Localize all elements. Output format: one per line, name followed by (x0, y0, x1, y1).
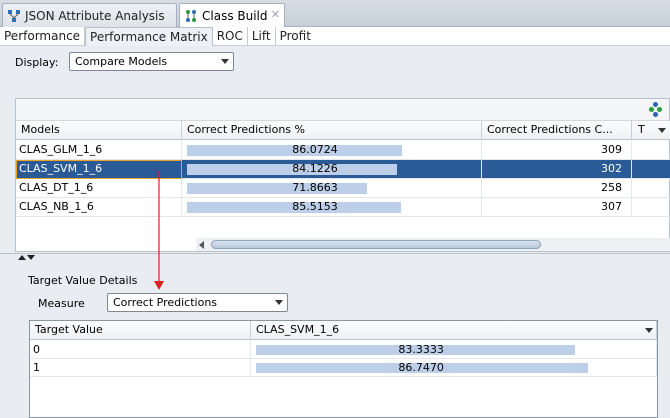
correct-pct-cell[interactable]: 85.5153 (182, 198, 482, 217)
chevron-down-icon (275, 300, 283, 305)
pct-bar (187, 183, 367, 194)
value-bar (256, 345, 575, 355)
model-name-cell[interactable]: CLAS_GLM_1_6 (16, 141, 182, 160)
column-menu-icon[interactable] (645, 328, 653, 333)
models-toolbar (16, 99, 669, 121)
value-text: 86.7470 (398, 361, 444, 374)
tab-performance[interactable]: Performance (0, 26, 86, 46)
value-bar (256, 363, 588, 373)
models-panel: Models Correct Predictions % Correct Pre… (15, 98, 670, 252)
refresh-icon[interactable] (649, 102, 663, 118)
pct-bar (187, 202, 401, 213)
value-text: 83.3333 (398, 343, 444, 356)
measure-label: Measure (38, 297, 85, 310)
panel-splitter[interactable] (0, 253, 670, 261)
target-cell[interactable] (632, 198, 670, 217)
column-header-correct-count[interactable]: Correct Predictions C... (482, 121, 632, 140)
measure-dropdown[interactable]: Correct Predictions (107, 293, 288, 312)
tab-performance-matrix[interactable]: Performance Matrix (85, 26, 213, 46)
measure-value: Correct Predictions (113, 296, 218, 309)
target-cell[interactable] (632, 141, 670, 160)
tab-json-attribute-analysis[interactable]: JSON Attribute Analysis (2, 3, 177, 27)
tab-profit[interactable]: Profit (279, 28, 311, 43)
chevron-down-icon (221, 59, 229, 64)
correct-pct-cell[interactable]: 84.1226 (182, 160, 482, 179)
column-header-target-label: T (638, 123, 645, 136)
model-name-cell[interactable]: CLAS_SVM_1_6 (16, 160, 182, 179)
display-label: Display: (15, 56, 59, 69)
pct-value: 71.8663 (292, 181, 338, 194)
pct-bar (187, 145, 402, 156)
pct-value: 85.5153 (292, 200, 338, 213)
workflow-icon (7, 9, 21, 23)
pct-value: 84.1226 (292, 162, 338, 175)
correct-count-cell[interactable]: 258 (482, 179, 632, 198)
target-cell[interactable] (632, 160, 670, 179)
pct-bar (187, 164, 397, 175)
model-value-cell[interactable]: 83.3333 (251, 341, 657, 359)
target-value-cell[interactable]: 0 (30, 341, 251, 359)
model-value-cell[interactable]: 86.7470 (251, 359, 657, 377)
model-name-cell[interactable]: CLAS_DT_1_6 (16, 179, 182, 198)
performance-subtabs: Performance Performance Matrix ROC Lift … (0, 26, 670, 46)
collapse-up-icon[interactable] (18, 255, 26, 260)
correct-count-cell[interactable]: 309 (482, 141, 632, 160)
column-header-model-label: CLAS_SVM_1_6 (256, 323, 340, 336)
target-details-title: Target Value Details (28, 274, 138, 287)
pct-value: 86.0724 (292, 143, 338, 156)
tab-label: Class Build (202, 9, 268, 23)
close-tab-icon[interactable]: ✕ (270, 8, 280, 21)
tab-class-build[interactable]: Class Build ✕ (179, 3, 285, 28)
tab-lift[interactable]: Lift (248, 26, 276, 46)
display-value: Compare Models (75, 55, 168, 68)
tab-label: JSON Attribute Analysis (25, 8, 165, 23)
scroll-left-icon[interactable] (199, 241, 204, 249)
correct-pct-cell[interactable]: 71.8663 (182, 179, 482, 198)
column-header-model[interactable]: CLAS_SVM_1_6 (251, 321, 657, 340)
model-name-cell[interactable]: CLAS_NB_1_6 (16, 198, 182, 217)
column-header-correct-pct[interactable]: Correct Predictions % (182, 121, 482, 140)
scrollbar-thumb[interactable] (211, 240, 541, 249)
display-dropdown[interactable]: Compare Models (69, 52, 234, 71)
target-cell[interactable] (632, 179, 670, 198)
column-header-target-value[interactable]: Target Value (30, 321, 251, 340)
content-area: Display: Compare Models Models Correct P… (0, 46, 670, 418)
column-header-target[interactable]: T (632, 121, 670, 140)
editor-tab-bar: JSON Attribute Analysis Class Build ✕ (0, 0, 670, 28)
correct-count-cell[interactable]: 307 (482, 198, 632, 217)
target-value-cell[interactable]: 1 (30, 359, 251, 377)
tab-roc[interactable]: ROC (213, 26, 248, 46)
target-details-table: Target Value CLAS_SVM_1_6 0 83.3333 1 86.74… (29, 320, 658, 418)
column-menu-icon[interactable] (658, 128, 666, 133)
collapse-down-icon[interactable] (27, 255, 35, 260)
column-header-models[interactable]: Models (16, 121, 182, 140)
correct-pct-cell[interactable]: 86.0724 (182, 141, 482, 160)
class-build-icon (184, 9, 198, 23)
correct-count-cell[interactable]: 302 (482, 160, 632, 179)
horizontal-scrollbar[interactable] (196, 238, 670, 251)
